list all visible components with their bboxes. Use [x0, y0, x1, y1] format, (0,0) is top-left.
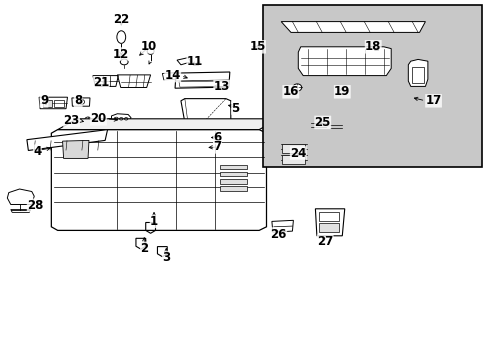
Polygon shape — [298, 47, 390, 76]
Text: 1: 1 — [150, 215, 158, 228]
Text: 27: 27 — [316, 235, 333, 248]
Text: 2: 2 — [140, 242, 148, 255]
Text: 18: 18 — [365, 40, 381, 53]
Text: 21: 21 — [93, 76, 109, 89]
Text: 24: 24 — [289, 147, 306, 159]
Text: 23: 23 — [63, 114, 80, 127]
Polygon shape — [72, 98, 90, 106]
Polygon shape — [277, 137, 309, 166]
Text: 15: 15 — [249, 40, 265, 53]
Polygon shape — [281, 22, 425, 32]
Bar — [220, 186, 246, 191]
Text: 25: 25 — [314, 116, 330, 129]
Text: 26: 26 — [270, 228, 286, 240]
Text: 10: 10 — [141, 40, 157, 53]
Bar — [54, 100, 63, 107]
Bar — [281, 144, 305, 153]
Text: 6: 6 — [213, 131, 221, 144]
Ellipse shape — [292, 84, 301, 91]
Polygon shape — [39, 97, 67, 109]
Polygon shape — [51, 130, 266, 230]
Bar — [319, 223, 338, 232]
Text: 7: 7 — [213, 140, 221, 153]
Bar — [411, 67, 424, 83]
Bar — [220, 179, 246, 184]
Polygon shape — [62, 140, 89, 158]
Text: 3: 3 — [162, 251, 170, 264]
Polygon shape — [307, 120, 327, 130]
Polygon shape — [327, 123, 343, 130]
Text: 14: 14 — [164, 69, 181, 82]
Ellipse shape — [85, 117, 91, 122]
Polygon shape — [181, 99, 230, 137]
Polygon shape — [315, 209, 344, 236]
Text: 8: 8 — [74, 94, 82, 107]
Text: 12: 12 — [113, 48, 129, 60]
Text: 16: 16 — [282, 85, 298, 98]
Polygon shape — [27, 130, 107, 150]
Bar — [281, 155, 305, 164]
Text: 22: 22 — [113, 13, 129, 26]
Bar — [220, 165, 246, 169]
Bar — [220, 172, 246, 176]
Text: 9: 9 — [40, 94, 48, 107]
Polygon shape — [271, 220, 293, 232]
Text: 19: 19 — [333, 85, 350, 98]
Text: 28: 28 — [27, 199, 43, 212]
Text: 5: 5 — [231, 102, 239, 114]
Text: 11: 11 — [186, 55, 203, 68]
Text: 20: 20 — [90, 112, 106, 125]
Polygon shape — [58, 119, 278, 130]
Text: 13: 13 — [213, 80, 229, 93]
Polygon shape — [407, 59, 427, 86]
Bar — [263, 5, 481, 167]
Text: 4: 4 — [33, 145, 41, 158]
Text: 17: 17 — [425, 94, 441, 107]
Bar — [42, 100, 52, 107]
Bar — [319, 212, 338, 221]
